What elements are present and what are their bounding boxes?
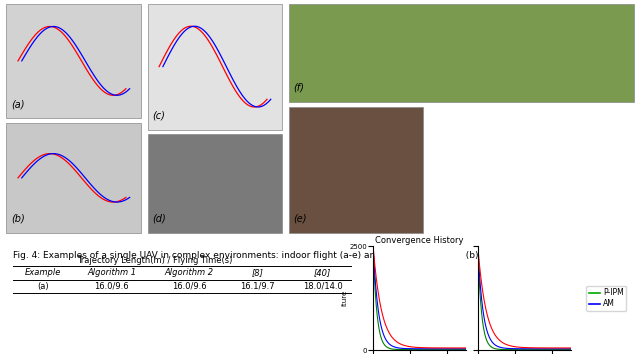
Text: (e): (e) xyxy=(294,214,307,224)
Text: (b): (b) xyxy=(12,214,25,224)
Text: Algorithm 1: Algorithm 1 xyxy=(87,268,136,277)
Text: 16.0/9.6: 16.0/9.6 xyxy=(95,282,129,291)
Bar xyxy=(148,4,282,130)
Bar xyxy=(6,123,141,233)
Text: [8]: [8] xyxy=(252,268,264,277)
Text: (f): (f) xyxy=(294,83,305,93)
Bar xyxy=(6,4,141,118)
Bar xyxy=(148,134,282,233)
Text: Fig. 4: Examples of a single UAV in complex environments: indoor flight (a-e) an: Fig. 4: Examples of a single UAV in comp… xyxy=(13,251,482,261)
Text: (d): (d) xyxy=(152,214,166,224)
Y-axis label: iture: iture xyxy=(342,290,348,307)
Title: Convergence History: Convergence History xyxy=(376,236,464,245)
Text: 16.1/9.7: 16.1/9.7 xyxy=(241,282,275,291)
Text: Trajectory Length(m) / Flying Time(s): Trajectory Length(m) / Flying Time(s) xyxy=(77,256,232,265)
Text: (a): (a) xyxy=(38,282,49,291)
Legend: P-IPM, AM: P-IPM, AM xyxy=(586,286,626,311)
Text: (a): (a) xyxy=(12,99,25,109)
Text: Example: Example xyxy=(25,268,61,277)
Text: Algorithm 2: Algorithm 2 xyxy=(164,268,214,277)
Bar xyxy=(289,4,634,102)
Text: 18.0/14.0: 18.0/14.0 xyxy=(303,282,342,291)
Text: 16.0/9.6: 16.0/9.6 xyxy=(172,282,207,291)
Text: [40]: [40] xyxy=(314,268,332,277)
Text: (c): (c) xyxy=(152,110,165,120)
Bar xyxy=(289,107,424,233)
